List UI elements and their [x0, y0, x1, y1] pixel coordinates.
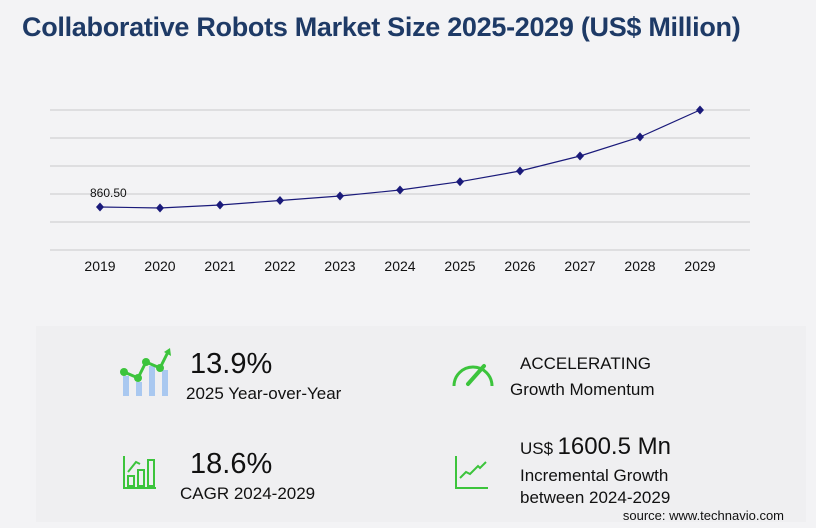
data-point [276, 196, 284, 205]
x-tick-label: 2021 [204, 258, 235, 274]
cagr-label: CAGR 2024-2029 [180, 484, 316, 503]
speedometer-icon [452, 364, 494, 387]
momentum-value: ACCELERATING [520, 354, 651, 373]
x-tick-label: 2019 [84, 258, 115, 274]
x-tick-label: 2022 [264, 258, 295, 274]
momentum-label: Growth Momentum [510, 380, 655, 399]
data-point [96, 202, 104, 212]
line-chart: 2019 860.50 2020 2021 2022 2023 2024 2025 2026 20… [50, 105, 750, 274]
trend-up-icon [455, 456, 488, 489]
data-point [216, 200, 224, 210]
data-point [636, 132, 644, 142]
data-point [396, 185, 404, 195]
x-tick-label: 2028 [624, 258, 655, 274]
x-tick-label: 2020 [144, 258, 175, 274]
yoy-value: 13.9% [190, 348, 273, 380]
x-tick-label: 2027 [564, 258, 595, 274]
yoy-label: 2025 Year-over-Year [186, 384, 342, 403]
x-tick-label: 2023 [324, 258, 355, 274]
currency-prefix: US$ [520, 439, 554, 458]
data-point [576, 151, 584, 161]
data-point [156, 203, 164, 213]
bar-chart-icon [123, 456, 156, 489]
incremental-value: 1600.5 Mn [557, 433, 671, 460]
data-point [516, 166, 524, 176]
x-tick-label: 2024 [384, 258, 415, 274]
growth-chart-icon [120, 348, 171, 396]
source-text: source: www.technavio.com [622, 508, 784, 523]
page-title: Collaborative Robots Market Size 2025-20… [22, 12, 741, 42]
data-point [696, 105, 704, 115]
cagr-value: 18.6% [190, 448, 273, 480]
incremental-growth: US$ 1600.5 Mn [520, 433, 671, 461]
incremental-label-2: between 2024-2029 [520, 488, 671, 507]
x-tick-label: 2026 [504, 258, 535, 274]
data-point [456, 177, 464, 187]
x-tick-label: 2025 [444, 258, 475, 274]
incremental-label-1: Incremental Growth [520, 466, 669, 485]
data-point [336, 191, 344, 201]
x-tick-label: 2029 [684, 258, 715, 274]
data-label: 860.50 [90, 186, 127, 200]
